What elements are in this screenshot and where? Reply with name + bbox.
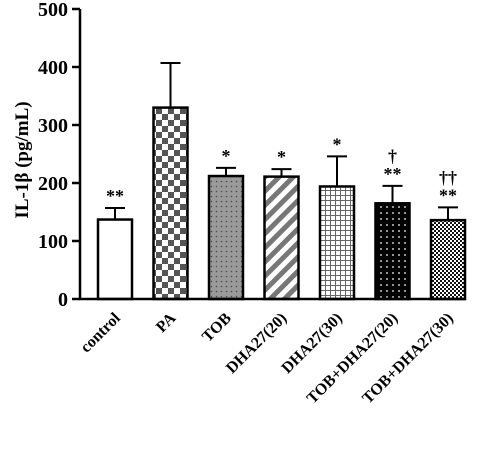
bar bbox=[429, 218, 467, 301]
y-tick-label: 500 bbox=[38, 0, 68, 21]
bar bbox=[152, 106, 189, 301]
bar bbox=[263, 175, 300, 301]
bars-layer: *** ****†**†† bbox=[96, 61, 467, 301]
y-tick-label: 100 bbox=[38, 231, 68, 253]
significance-label: ** bbox=[106, 186, 124, 206]
bar bbox=[96, 218, 134, 301]
y-tick-label: 400 bbox=[38, 57, 68, 79]
x-tick-label: control bbox=[77, 309, 124, 356]
y-tick-label: 300 bbox=[38, 115, 68, 137]
significance-label: † bbox=[388, 146, 397, 166]
x-tick-label: TOB bbox=[199, 310, 235, 346]
significance-label: †† bbox=[439, 167, 457, 187]
y-axis-title: IL-1β (pg/mL) bbox=[12, 101, 33, 218]
y-tick-label: 0 bbox=[58, 289, 68, 311]
y-tick-label: 200 bbox=[38, 173, 68, 195]
significance-label: ** bbox=[384, 164, 402, 184]
bar bbox=[374, 202, 411, 301]
significance-label: ** bbox=[439, 185, 457, 205]
bar bbox=[207, 174, 245, 301]
x-tick-label: PA bbox=[153, 309, 180, 336]
significance-label: * bbox=[333, 134, 342, 154]
bar bbox=[318, 185, 356, 301]
significance-label: * bbox=[277, 147, 286, 167]
significance-label: * bbox=[222, 146, 231, 166]
